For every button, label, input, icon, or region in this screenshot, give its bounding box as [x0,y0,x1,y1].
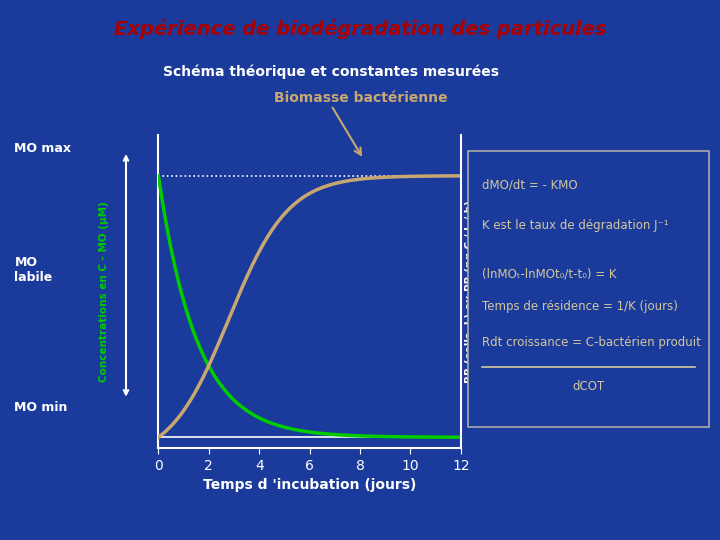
Text: Concentrations en C - MO (μM): Concentrations en C - MO (μM) [99,201,109,382]
Text: Rdt croissance = C-bactérien produit: Rdt croissance = C-bactérien produit [482,336,701,349]
Text: Schéma théorique et constantes mesurées: Schéma théorique et constantes mesurées [163,65,499,79]
Text: dMO/dt = - KMO: dMO/dt = - KMO [482,178,578,191]
Text: Temps de résidence = 1/K (jours): Temps de résidence = 1/K (jours) [482,300,678,313]
Text: dCOT: dCOT [572,380,605,393]
X-axis label: Temps d 'incubation (jours): Temps d 'incubation (jours) [203,478,416,492]
Text: MO max: MO max [14,142,71,155]
Text: Biomasse bactérienne: Biomasse bactérienne [274,91,447,105]
Text: MO
labile: MO labile [14,256,53,284]
Text: MO min: MO min [14,401,68,414]
Text: Expérience de biodégradation des particules: Expérience de biodégradation des particu… [114,19,606,39]
Text: (lnMOₜ-lnMOt₀/t-t₀) = K: (lnMOₜ-lnMOt₀/t-t₀) = K [482,267,617,280]
Y-axis label: BB (cells. L) ou PB (ng C / L / h): BB (cells. L) ou PB (ng C / L / h) [465,200,475,383]
Text: K est le taux de dégradation J⁻¹: K est le taux de dégradation J⁻¹ [482,219,669,232]
